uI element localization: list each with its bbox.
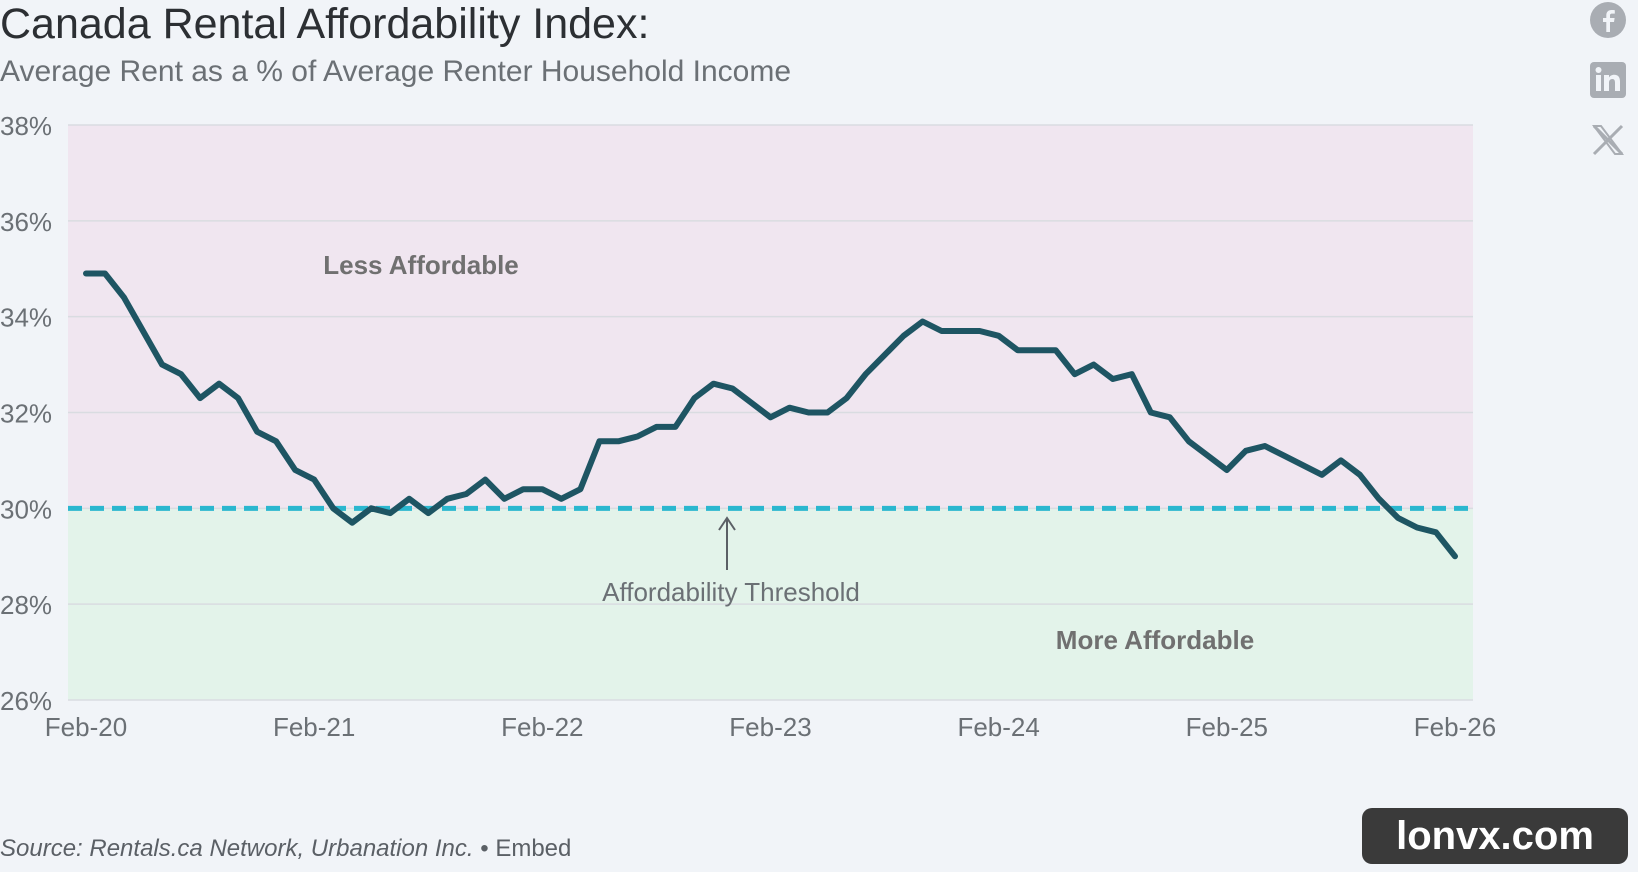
y-axis: 26% 28% 30% 32% 34% 36% 38% (0, 111, 52, 716)
embed-link[interactable]: Embed (495, 835, 572, 862)
threshold-arrow-head (718, 516, 736, 531)
x-tick-label: Feb-20 (45, 712, 127, 742)
x-axis: Feb-20 Feb-21 Feb-22 Feb-23 Feb-24 Feb-25 Feb-… (45, 712, 1496, 742)
y-tick-label: 38% (0, 111, 52, 141)
threshold-label: Affordability Threshold (602, 577, 860, 607)
y-tick-label: 36% (0, 207, 52, 237)
less-affordable-label: Less Affordable (323, 250, 519, 280)
y-tick-label: 30% (0, 494, 52, 524)
x-tick-label: Feb-24 (957, 712, 1039, 742)
x-tick-label: Feb-21 (273, 712, 355, 742)
source-line: Source: Rentals.ca Network, Urbanation I… (0, 834, 571, 864)
x-tick-label: Feb-25 (1186, 712, 1268, 742)
linkedin-icon[interactable] (1588, 60, 1628, 100)
source-text: Source: Rentals.ca Network, Urbanation I… (0, 835, 474, 862)
source-separator: • (480, 835, 489, 862)
series-line (83, 270, 1458, 560)
more-affordable-label: More Affordable (1056, 625, 1254, 655)
series-group (83, 270, 1458, 560)
brand-badge: lonvx.com (1362, 808, 1628, 864)
y-tick-label: 26% (0, 686, 52, 716)
x-icon[interactable] (1588, 120, 1628, 160)
x-tick-label: Feb-22 (501, 712, 583, 742)
y-tick-label: 34% (0, 303, 52, 333)
zone-labels: Less Affordable More Affordable (323, 250, 1254, 655)
y-tick-label: 28% (0, 590, 52, 620)
chart-title: Canada Rental Affordability Index: (0, 0, 650, 48)
x-tick-label: Feb-23 (729, 712, 811, 742)
y-tick-label: 32% (0, 399, 52, 429)
x-tick-label: Feb-26 (1414, 712, 1496, 742)
threshold-group: Affordability Threshold (68, 505, 1473, 607)
facebook-icon[interactable] (1588, 0, 1628, 40)
chart-subtitle: Average Rent as a % of Average Renter Ho… (0, 55, 792, 88)
